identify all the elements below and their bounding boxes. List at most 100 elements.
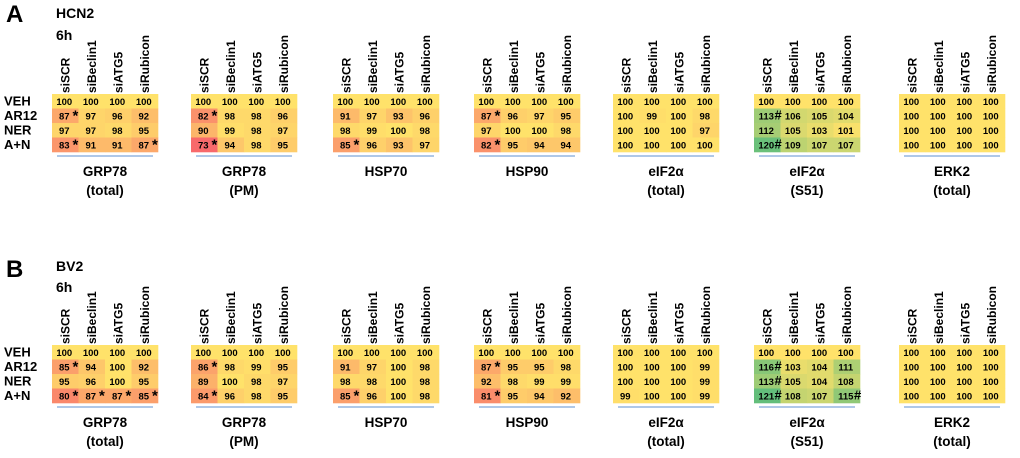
- cell-value-label: 83: [59, 140, 70, 151]
- block-subtitle: (total): [933, 183, 971, 198]
- timepoint-label: 6h: [56, 279, 72, 295]
- heatmap-cell: [553, 374, 581, 389]
- cell-value-label: 91: [112, 140, 123, 151]
- cell-value-label: 96: [366, 140, 377, 151]
- cell-value-label: 87: [59, 111, 70, 122]
- heatmap-cell: [52, 123, 79, 138]
- heatmap-cell: [386, 94, 413, 109]
- cell-value-label: 112: [759, 126, 774, 137]
- cell-value-label: 97: [366, 111, 377, 122]
- column-header: siSCR: [619, 308, 633, 344]
- heatmap-cell: [692, 388, 720, 404]
- cell-value-label: 107: [811, 391, 827, 402]
- heatmap-cell: [52, 137, 79, 153]
- heatmap-cell: [780, 123, 808, 138]
- column-header: siRubicon: [138, 286, 152, 344]
- cell-value-label: 100: [644, 97, 660, 108]
- column-header: siBeclin1: [507, 291, 521, 344]
- column-header: siATG5: [250, 52, 264, 93]
- block-name: ERK2: [934, 415, 970, 430]
- block-name: GRP78: [222, 415, 267, 430]
- heatmap-cell: [500, 359, 528, 375]
- cell-value-label: 111: [838, 362, 854, 373]
- heatmap-cell: [191, 123, 218, 138]
- cell-value-label: 98: [224, 362, 235, 373]
- heatmap-cell: [553, 359, 581, 375]
- panel-label: B: [6, 256, 23, 283]
- heatmap-cell: [191, 94, 218, 109]
- cell-value-label: 94: [560, 140, 571, 151]
- heatmap-cell: [333, 359, 360, 375]
- cell-value-label: 103: [811, 126, 827, 137]
- cell-value-label: 100: [983, 391, 999, 402]
- cell-value-label: 100: [644, 348, 660, 359]
- row-label: NER: [4, 123, 32, 138]
- cell-value-label: 100: [364, 348, 380, 359]
- heatmap-cell: [553, 137, 581, 153]
- timepoint-label: 6h: [56, 27, 72, 43]
- column-header: siBeclin1: [85, 40, 99, 93]
- heatmap-cell: [553, 108, 581, 124]
- cell-value-label: 100: [785, 97, 801, 108]
- block-subtitle: (PM): [229, 434, 258, 449]
- column-header: siRubicon: [699, 286, 713, 344]
- cell-value-label: 95: [138, 126, 149, 137]
- cell-value-label: 100: [478, 348, 494, 359]
- cell-value-label: 100: [930, 377, 946, 388]
- column-header: siATG5: [672, 303, 686, 344]
- heatmap-cell: [217, 374, 245, 389]
- heatmap-cell: [833, 137, 861, 153]
- heatmap-cell: [527, 374, 554, 389]
- cell-value-label: 100: [670, 377, 686, 388]
- cell-value-label: 100: [956, 348, 972, 359]
- heatmap-cell: [412, 137, 440, 153]
- cell-value-label: 100: [903, 362, 919, 373]
- block-subtitle: (total): [933, 434, 971, 449]
- heatmap-cell: [613, 374, 640, 389]
- significance-mark: *: [495, 137, 501, 154]
- heatmap-cell: [500, 374, 528, 389]
- cell-value-label: 100: [838, 348, 854, 359]
- cell-value-label: 99: [699, 391, 710, 402]
- column-header: siATG5: [392, 52, 406, 93]
- row-label: A+N: [4, 137, 30, 152]
- heatmap-cell: [500, 94, 528, 109]
- column-header: siATG5: [111, 52, 125, 93]
- heatmap-cell: [78, 388, 106, 404]
- cell-value-label: 99: [699, 377, 710, 388]
- heatmap-cell: [692, 94, 720, 109]
- heatmap-cell: [925, 374, 953, 389]
- heatmap-cell: [807, 137, 834, 153]
- cell-value-label: 92: [481, 377, 492, 388]
- heatmap-cell: [692, 123, 720, 138]
- heatmap-cell: [613, 388, 640, 404]
- cell-value-label: 95: [59, 377, 70, 388]
- heatmap-cell: [527, 137, 554, 153]
- cell-value-label: 100: [956, 362, 972, 373]
- column-header: siBeclin1: [85, 291, 99, 344]
- block-name: HSP70: [365, 164, 408, 179]
- cell-value-label: 85: [59, 362, 70, 373]
- heatmap-cell: [780, 374, 808, 389]
- cell-value-label: 100: [337, 97, 353, 108]
- heatmap-cell: [386, 108, 413, 124]
- block-name: HSP90: [506, 415, 549, 430]
- cell-value-label: 100: [478, 97, 494, 108]
- heatmap-cell: [78, 359, 106, 375]
- significance-mark: *: [126, 388, 132, 405]
- heatmap-cell: [833, 374, 861, 389]
- cell-value-label: 98: [419, 391, 430, 402]
- heatmap-cell: [500, 137, 528, 153]
- heatmap-cell: [217, 108, 245, 124]
- cell-value-label: 107: [811, 140, 827, 151]
- cell-value-label: 100: [275, 97, 291, 108]
- column-header: siSCR: [58, 308, 72, 344]
- heatmap-cell: [807, 108, 834, 124]
- cell-value-label: 98: [224, 111, 235, 122]
- heatmap-cell: [754, 359, 781, 375]
- column-header: siBeclin1: [224, 291, 238, 344]
- cell-value-label: 116: [759, 362, 774, 373]
- heatmap-cell: [613, 359, 640, 375]
- column-header: siSCR: [197, 57, 211, 93]
- significance-mark: #: [854, 388, 862, 403]
